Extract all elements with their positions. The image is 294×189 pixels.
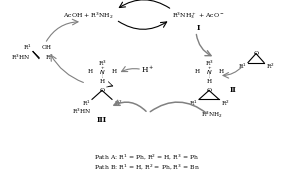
Text: O: O	[206, 88, 212, 93]
Text: H: H	[111, 69, 116, 74]
Text: H: H	[87, 69, 93, 74]
Text: Path A: R$^1$ = Ph, R$^2$ = H, R$^3$ = Ph: Path A: R$^1$ = Ph, R$^2$ = H, R$^3$ = P…	[94, 153, 200, 162]
Text: R$^2$: R$^2$	[266, 62, 274, 71]
Text: R$^1$: R$^1$	[23, 43, 31, 52]
Text: O: O	[253, 51, 258, 56]
Text: II: II	[230, 86, 236, 94]
Text: H: H	[99, 79, 105, 84]
Text: R$^1$: R$^1$	[189, 99, 197, 108]
Text: OH: OH	[42, 45, 52, 50]
Text: I: I	[196, 24, 200, 32]
Text: R$^3$NH$_3^+$ + AcO$^-$: R$^3$NH$_3^+$ + AcO$^-$	[172, 10, 224, 21]
Text: R$^1$: R$^1$	[238, 62, 246, 71]
Text: H: H	[206, 79, 212, 84]
Text: R$^3$: R$^3$	[98, 59, 106, 68]
Text: R$^2$: R$^2$	[221, 99, 229, 108]
Text: R$^2$: R$^2$	[114, 99, 122, 108]
Text: III: III	[97, 116, 107, 124]
Text: R$^3$NH$_2$: R$^3$NH$_2$	[201, 110, 223, 120]
Text: $\overset{+}{N}$: $\overset{+}{N}$	[206, 66, 212, 77]
Text: R$^3$HN: R$^3$HN	[11, 53, 31, 62]
Text: Path B: R$^1$ = H, R$^2$ = Ph, R$^3$ = Bn: Path B: R$^1$ = H, R$^2$ = Ph, R$^3$ = B…	[94, 163, 200, 172]
Text: H: H	[194, 69, 200, 74]
Text: R$^3$: R$^3$	[205, 59, 213, 68]
Text: H: H	[218, 69, 223, 74]
Text: H$^+$: H$^+$	[141, 64, 155, 75]
Text: O: O	[99, 88, 105, 93]
Text: R$^3$HN: R$^3$HN	[72, 107, 92, 116]
Text: $\overset{+}{N}$: $\overset{+}{N}$	[99, 66, 105, 77]
Text: AcOH + R$^3$NH$_2$: AcOH + R$^3$NH$_2$	[63, 11, 113, 21]
Text: R$^1$: R$^1$	[82, 99, 90, 108]
Text: R$^2$: R$^2$	[45, 53, 53, 62]
